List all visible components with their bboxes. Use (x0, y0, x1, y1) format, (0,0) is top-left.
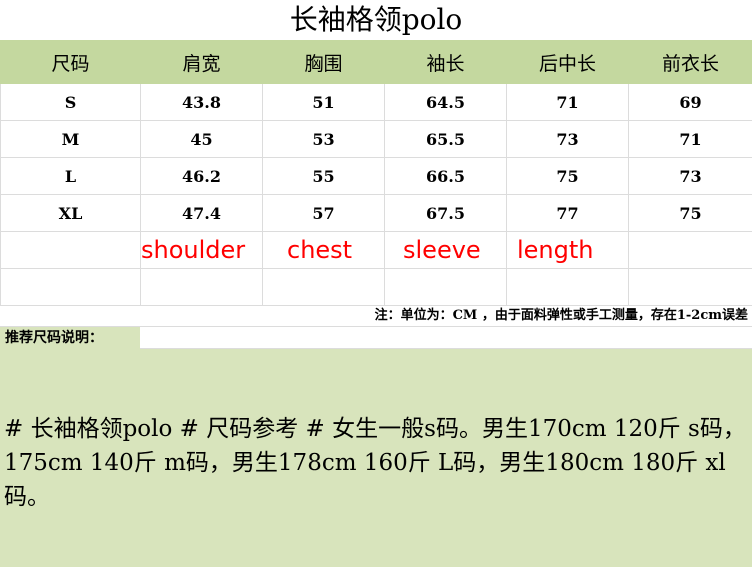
cell: 43.8 (140, 83, 263, 121)
cell: 46.2 (140, 157, 263, 195)
product-title: 长袖格领polo (289, 3, 463, 36)
empty-cell (628, 231, 752, 269)
label-sleeve: sleeve (403, 236, 481, 264)
label-shoulder: shoulder (141, 236, 246, 264)
cell: 75 (506, 157, 629, 195)
table-row: L 46.2 55 66.5 75 73 (0, 157, 752, 195)
cell: XL (0, 194, 141, 232)
label-cell: chest (262, 231, 385, 269)
recommend-row: 推荐尺码说明： (0, 327, 752, 349)
label-cell: sleeve (384, 231, 507, 269)
cell: S (0, 83, 141, 121)
cell: 71 (506, 83, 629, 121)
table-header-row: 尺码 肩宽 胸围 袖长 后中长 前衣长 (0, 40, 752, 84)
cell: 45 (140, 120, 263, 158)
header-front-length: 前衣长 (628, 40, 752, 84)
cell: M (0, 120, 141, 158)
cell: 71 (628, 120, 752, 158)
label-chest: chest (287, 236, 353, 264)
label-cell: shoulder (140, 231, 263, 269)
label-length: length (517, 236, 594, 264)
cell: 77 (506, 194, 629, 232)
header-back-length: 后中长 (506, 40, 629, 84)
cell: 66.5 (384, 157, 507, 195)
cell: 73 (628, 157, 752, 195)
table-row: M 45 53 65.5 73 71 (0, 120, 752, 158)
table-row: S 43.8 51 64.5 71 69 (0, 83, 752, 121)
header-chest: 胸围 (262, 40, 385, 84)
label-cell: length (506, 231, 629, 269)
cell: 67.5 (384, 194, 507, 232)
cell: 53 (262, 120, 385, 158)
header-shoulder: 肩宽 (140, 40, 263, 84)
cell: 47.4 (140, 194, 263, 232)
size-table: 尺码 肩宽 胸围 袖长 后中长 前衣长 S 43.8 51 64.5 71 69 M 45 5… (0, 40, 752, 306)
cell: 57 (262, 194, 385, 232)
unit-note: 注：单位为：CM ，由于面料弹性或手工测量，存在1-2cm误差 (0, 305, 752, 327)
cell: 64.5 (384, 83, 507, 121)
header-size: 尺码 (0, 40, 141, 84)
cell: 51 (262, 83, 385, 121)
recommend-label: 推荐尺码说明： (0, 327, 140, 349)
table-row: XL 47.4 57 67.5 77 75 (0, 194, 752, 232)
size-description: # 长袖格领polo # 尺码参考 # 女生一般s码。男生170cm 120斤 … (0, 349, 752, 567)
cell: L (0, 157, 141, 195)
cell: 55 (262, 157, 385, 195)
header-sleeve: 袖长 (384, 40, 507, 84)
empty-row (0, 268, 752, 306)
english-label-row: shoulder chest sleeve length (0, 231, 752, 269)
cell: 75 (628, 194, 752, 232)
empty-cell (0, 231, 141, 269)
cell: 65.5 (384, 120, 507, 158)
cell: 73 (506, 120, 629, 158)
cell: 69 (628, 83, 752, 121)
